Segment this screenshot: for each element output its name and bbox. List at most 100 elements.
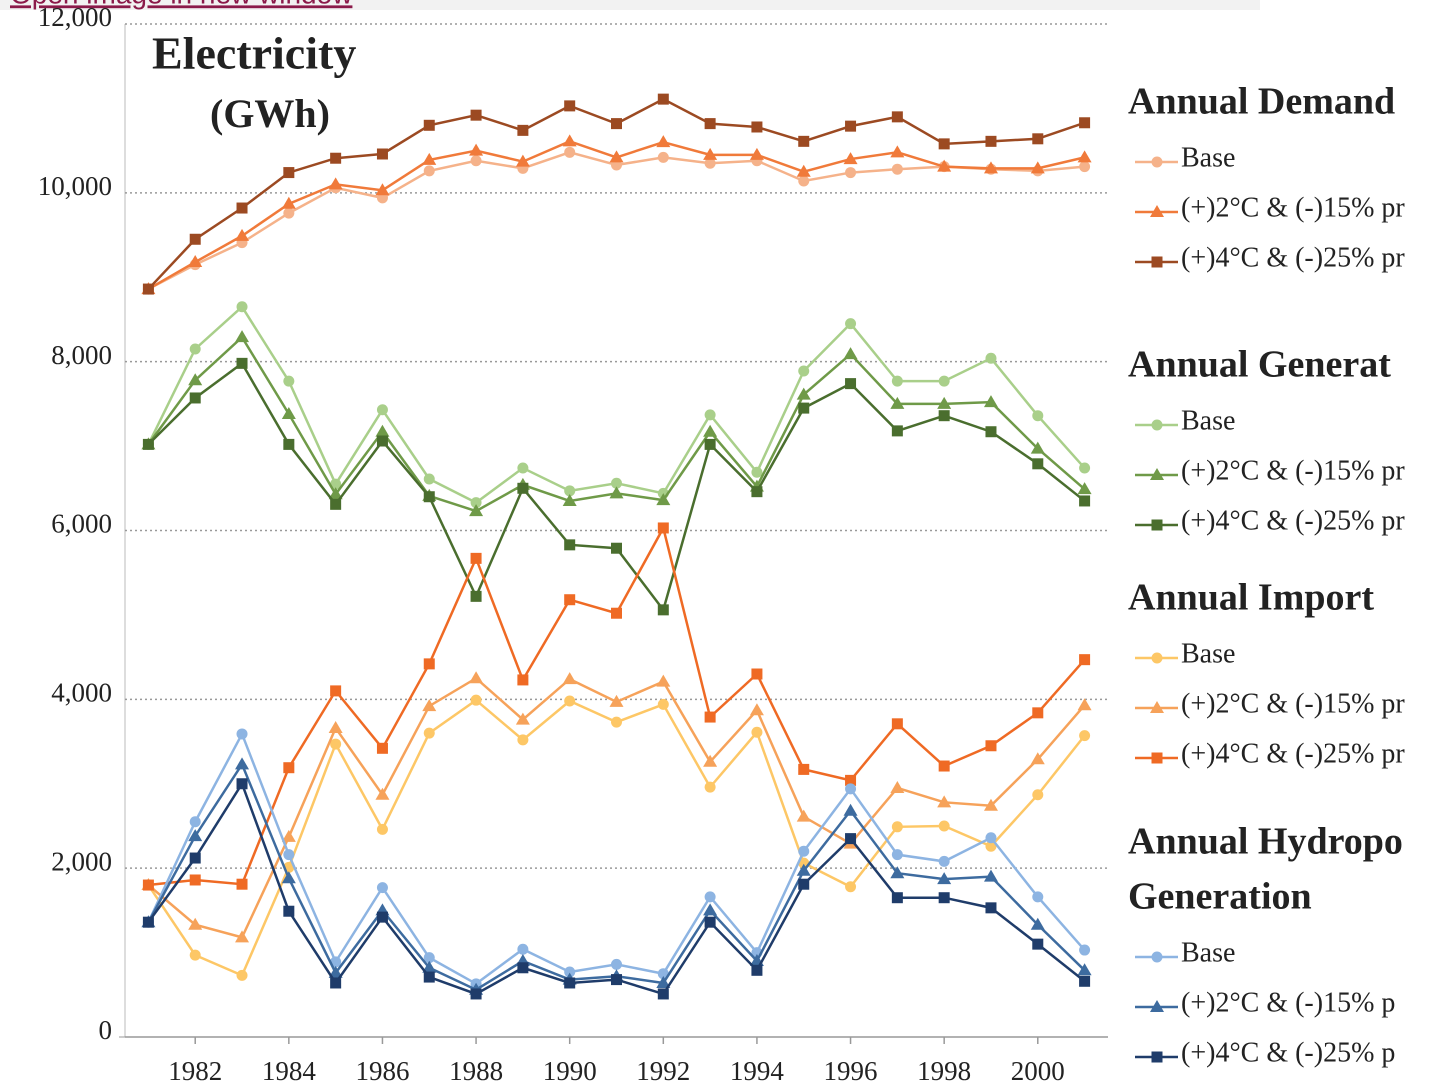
marker [657,698,669,710]
marker [517,462,529,474]
series [142,522,1091,891]
marker [376,911,388,923]
marker [891,375,903,387]
marker [376,435,388,447]
marker [423,165,435,177]
marker [938,855,950,867]
marker [1077,698,1092,711]
x-tick-label: 1996 [824,1056,878,1086]
marker [1150,205,1164,217]
legend-title: Generation [1128,876,1312,918]
marker [423,971,435,983]
y-tick-label: 10,000 [38,171,112,201]
legend-entry: (+)2°C & (-)15% pr [1135,192,1405,223]
series [141,671,1092,943]
marker [657,151,669,163]
legend-label: (+)2°C & (-)15% pr [1181,455,1405,486]
marker [1077,963,1092,976]
marker [1151,256,1163,268]
marker [235,228,250,241]
legend-label: Base [1181,142,1235,173]
marker [423,473,435,485]
legend-label: (+)4°C & (-)25% p [1181,1037,1395,1068]
marker [1079,161,1091,173]
marker [985,352,997,364]
series [142,93,1091,295]
marker [751,726,763,738]
marker [517,943,529,955]
marker [891,425,903,437]
marker [1150,468,1164,480]
marker [517,482,529,494]
x-tick-label: 1992 [636,1056,690,1086]
marker [1079,495,1091,507]
marker [1151,951,1163,963]
marker [235,757,250,770]
legend-label: (+)4°C & (-)25% pr [1181,242,1405,273]
marker [469,671,484,684]
marker [564,695,576,707]
marker [1032,707,1044,719]
marker [236,778,248,790]
marker [235,330,250,343]
marker [1077,150,1092,163]
marker [1079,944,1091,956]
open-link[interactable]: Open image in new window [10,0,353,9]
legend-entry: (+)4°C & (-)25% pr [1135,242,1405,273]
marker [422,960,437,973]
marker [236,301,248,313]
marker [609,150,624,163]
marker [1030,752,1045,765]
marker [515,154,530,167]
legend-entry: (+)4°C & (-)25% pr [1135,738,1405,769]
marker [845,833,857,845]
marker [1151,519,1163,531]
marker [376,882,388,894]
marker [704,916,716,928]
legend-label: Base [1181,638,1235,669]
marker [891,111,903,123]
marker [749,703,764,716]
marker [1151,752,1163,764]
marker [845,167,857,179]
marker [985,740,997,752]
marker [890,866,905,879]
y-tick-label: 6,000 [51,509,112,539]
marker [376,148,388,160]
marker [704,118,716,130]
marker [189,874,201,886]
marker [704,157,716,169]
marker [281,196,296,209]
marker [470,497,482,509]
marker [470,155,482,167]
marker [188,255,203,268]
marker [189,852,201,864]
marker [937,396,952,409]
marker [515,712,530,725]
marker [611,974,622,986]
marker [751,668,763,680]
legend-entry: (+)2°C & (-)15% pr [1135,688,1405,719]
marker [798,878,810,890]
marker [1032,458,1044,470]
marker [1151,1051,1163,1063]
marker [189,949,201,961]
marker [985,832,997,844]
marker [798,845,810,857]
marker [657,604,669,616]
x-tick-label: 1986 [355,1056,409,1086]
marker [937,795,952,808]
marker [751,121,763,133]
marker [609,694,624,707]
marker [843,347,858,360]
marker [891,892,903,904]
marker [236,969,248,981]
marker [189,343,201,355]
marker [1079,462,1091,474]
marker [283,438,295,450]
marker [983,395,998,408]
marker [704,438,716,450]
x-tick-label: 1994 [730,1056,785,1086]
marker [564,100,576,112]
